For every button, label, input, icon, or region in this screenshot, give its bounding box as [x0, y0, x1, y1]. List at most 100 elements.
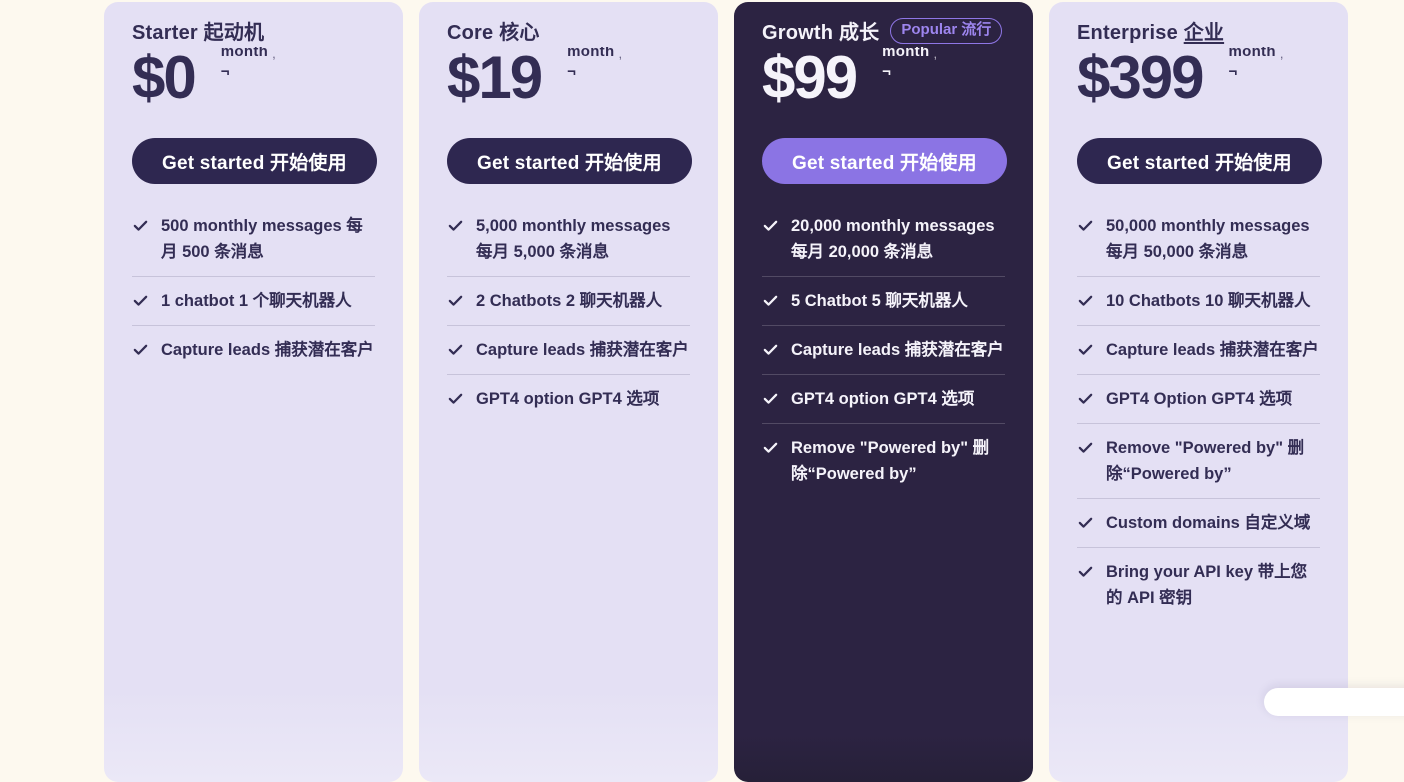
period-month-clip: month: [882, 47, 929, 60]
check-icon: [132, 341, 149, 363]
period-mark: ¬: [220, 63, 230, 80]
feature-label: GPT4 Option GPT4 选项: [1106, 390, 1293, 408]
plan-title-row: Growth 成长 Popular 流行: [762, 16, 1005, 45]
price-amount: $0: [132, 44, 197, 111]
price-amount: $399: [1077, 44, 1204, 111]
period-comma: ,: [618, 46, 623, 61]
feature-item: 50,000 monthly messages 每月 50,000 条消息: [1077, 213, 1320, 276]
check-icon: [1077, 217, 1094, 265]
period-month-line: month,: [1228, 47, 1283, 61]
pricing-card-starter: Starter 起动机 $0 month, ¬ Get started 开始使用 500 …: [104, 2, 403, 782]
check-icon: [132, 292, 149, 314]
check-icon: [762, 217, 779, 265]
check-icon: [447, 390, 464, 412]
plan-title: Enterprise 企业: [1077, 16, 1224, 45]
feature-label: Remove "Powered by" 删除“Powered by”: [1106, 439, 1305, 483]
period-month-label: month: [567, 47, 615, 60]
pricing-card-core: Core 核心 $19 month, ¬ Get started 开始使用 5,000 m…: [419, 2, 718, 782]
feature-item: Remove "Powered by" 删除“Powered by”: [1077, 423, 1320, 498]
plan-title: Core 核心: [447, 16, 540, 45]
period-month-label: month: [220, 47, 269, 60]
pricing-cards: Starter 起动机 $0 month, ¬ Get started 开始使用 500 …: [104, 2, 1348, 782]
check-icon: [1077, 514, 1094, 536]
period-month-line: month,: [567, 47, 622, 61]
feature-label: 20,000 monthly messages 每月 20,000 条消息: [791, 217, 995, 261]
get-started-button[interactable]: Get started 开始使用: [1077, 138, 1322, 184]
plan-name-en: Starter: [132, 22, 198, 44]
feature-label: GPT4 option GPT4 选项: [791, 390, 975, 408]
feature-item: GPT4 option GPT4 选项: [447, 374, 690, 423]
feature-label: 5,000 monthly messages 每月 5,000 条消息: [476, 217, 671, 261]
feature-item: GPT4 Option GPT4 选项: [1077, 374, 1320, 423]
price-amount: $99: [762, 44, 858, 111]
pricing-card-enterprise: Enterprise 企业 $399 month, ¬ Get started 开始使用…: [1049, 2, 1348, 782]
period-month-clip: month: [567, 47, 614, 60]
price-row: $0 month, ¬: [132, 44, 375, 111]
plan-name-zh: 成长: [838, 22, 880, 44]
price-row: $399 month, ¬: [1077, 44, 1320, 111]
period-month-clip: month: [1228, 47, 1275, 60]
check-icon: [1077, 439, 1094, 487]
feature-label: 10 Chatbots 10 聊天机器人: [1106, 292, 1311, 310]
feature-label: Capture leads 捕获潜在客户: [791, 341, 1004, 359]
check-icon: [762, 341, 779, 363]
period-month-label: month: [882, 47, 930, 60]
get-started-button[interactable]: Get started 开始使用: [132, 138, 377, 184]
period-comma: ,: [1279, 46, 1284, 61]
period-mark: ¬: [882, 63, 891, 80]
price-row: $99 month, ¬: [762, 44, 1005, 111]
feature-label: 2 Chatbots 2 聊天机器人: [476, 292, 663, 310]
check-icon: [762, 292, 779, 314]
get-started-button[interactable]: Get started 开始使用: [762, 138, 1007, 184]
check-icon: [447, 217, 464, 265]
price-amount: $19: [447, 44, 543, 111]
plan-name-zh: 起动机: [203, 22, 265, 44]
feature-list: 5,000 monthly messages 每月 5,000 条消息 2 Cha…: [447, 213, 690, 423]
feature-item: Bring your API key 带上您的 API 密钥: [1077, 547, 1320, 622]
feature-item: 1 chatbot 1 个聊天机器人: [132, 276, 375, 325]
plan-title-row: Enterprise 企业: [1077, 16, 1320, 45]
plan-title: Starter 起动机: [132, 16, 264, 45]
feature-item: Remove "Powered by" 删除“Powered by”: [762, 423, 1005, 498]
price-row: $19 month, ¬: [447, 44, 690, 111]
plan-title: Growth 成长: [762, 16, 879, 45]
period-mark: ¬: [1228, 63, 1238, 80]
check-icon: [447, 292, 464, 314]
feature-item: Capture leads 捕获潜在客户: [447, 325, 690, 374]
feature-item: Capture leads 捕获潜在客户: [132, 325, 375, 374]
popular-badge: Popular 流行: [890, 17, 1003, 44]
feature-label: Capture leads 捕获潜在客户: [161, 341, 374, 359]
period-month-line: month,: [221, 47, 276, 61]
feature-item: GPT4 option GPT4 选项: [762, 374, 1005, 423]
plan-name-en: Growth: [762, 22, 834, 44]
feature-label: 50,000 monthly messages 每月 50,000 条消息: [1106, 217, 1310, 261]
check-icon: [447, 341, 464, 363]
feature-item: Capture leads 捕获潜在客户: [1077, 325, 1320, 374]
period-comma: ,: [933, 46, 938, 61]
plan-name-zh: 核心: [499, 22, 540, 44]
check-icon: [762, 390, 779, 412]
plan-title-row: Starter 起动机: [132, 16, 375, 45]
check-icon: [132, 217, 149, 265]
feature-label: 1 chatbot 1 个聊天机器人: [161, 292, 352, 310]
price-period: month, ¬: [220, 47, 276, 80]
feature-item: 2 Chatbots 2 聊天机器人: [447, 276, 690, 325]
bottom-right-widget[interactable]: [1264, 688, 1404, 716]
feature-label: 5 Chatbot 5 聊天机器人: [791, 292, 968, 310]
pricing-card-growth: Growth 成长 Popular 流行 $99 month, ¬ Get started…: [734, 2, 1033, 782]
price-period: month, ¬: [1228, 47, 1283, 80]
check-icon: [1077, 341, 1094, 363]
period-mark: ¬: [567, 63, 576, 80]
plan-name-en: Enterprise: [1077, 22, 1178, 44]
feature-label: Bring your API key 带上您的 API 密钥: [1106, 563, 1308, 607]
check-icon: [1077, 563, 1094, 611]
feature-label: 500 monthly messages 每月 500 条消息: [161, 217, 363, 261]
check-icon: [1077, 390, 1094, 412]
feature-label: Capture leads 捕获潜在客户: [1106, 341, 1319, 359]
check-icon: [762, 439, 779, 487]
price-period: month, ¬: [882, 46, 938, 80]
feature-item: 20,000 monthly messages 每月 20,000 条消息: [762, 213, 1005, 276]
price-period: month, ¬: [567, 47, 622, 80]
plan-title-row: Core 核心: [447, 16, 690, 45]
get-started-button[interactable]: Get started 开始使用: [447, 138, 692, 184]
